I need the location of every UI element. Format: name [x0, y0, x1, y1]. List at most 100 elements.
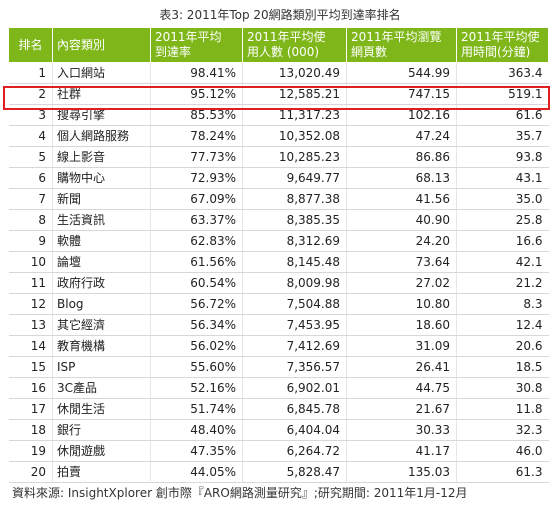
pageviews-cell: 47.24 [346, 125, 457, 147]
table-row: 19 休閒遊戲 47.35% 6,264.72 41.17 46.0 [8, 440, 549, 462]
users-cell: 7,356.57 [242, 356, 347, 378]
category-cell: 新聞 [52, 188, 151, 210]
category-cell: 線上影音 [52, 146, 151, 168]
header-category: 內容類別 [52, 27, 151, 63]
minutes-cell: 11.8 [456, 398, 549, 420]
reach-cell: 85.53% [150, 104, 243, 126]
pageviews-cell: 31.09 [346, 335, 457, 357]
table-row: 15 ISP 55.60% 7,356.57 26.41 18.5 [8, 356, 549, 378]
users-cell: 8,877.38 [242, 188, 347, 210]
header-users-line2: 用人數 (000) [247, 45, 320, 59]
pageviews-cell: 86.86 [346, 146, 457, 168]
table-row: 14 教育機構 56.02% 7,412.69 31.09 20.6 [8, 335, 549, 357]
reach-cell: 60.54% [150, 272, 243, 294]
users-cell: 6,404.04 [242, 419, 347, 441]
reach-cell: 56.02% [150, 335, 243, 357]
minutes-cell: 21.2 [456, 272, 549, 294]
users-cell: 10,285.23 [242, 146, 347, 168]
rank-cell: 3 [8, 104, 53, 126]
reach-cell: 95.12% [150, 83, 243, 105]
minutes-cell: 32.3 [456, 419, 549, 441]
reach-cell: 62.83% [150, 230, 243, 252]
category-cell: 生活資訊 [52, 209, 151, 231]
rank-cell: 2 [8, 83, 53, 105]
header-minutes: 2011年平均使 用時間(分鐘) [456, 27, 549, 63]
pageviews-cell: 18.60 [346, 314, 457, 336]
table-row: 18 銀行 48.40% 6,404.04 30.33 32.3 [8, 419, 549, 441]
reach-cell: 44.05% [150, 461, 243, 483]
reach-cell: 47.35% [150, 440, 243, 462]
table-row: 13 其它經濟 56.34% 7,453.95 18.60 12.4 [8, 314, 549, 336]
reach-cell: 98.41% [150, 62, 243, 84]
users-cell: 5,828.47 [242, 461, 347, 483]
pageviews-cell: 41.56 [346, 188, 457, 210]
minutes-cell: 25.8 [456, 209, 549, 231]
reach-cell: 72.93% [150, 167, 243, 189]
reach-cell: 61.56% [150, 251, 243, 273]
rank-cell: 7 [8, 188, 53, 210]
table-row: 16 3C產品 52.16% 6,902.01 44.75 30.8 [8, 377, 549, 399]
users-cell: 8,009.98 [242, 272, 347, 294]
minutes-cell: 61.3 [456, 461, 549, 483]
header-minutes-line1: 2011年平均使 [461, 30, 540, 44]
header-users: 2011年平均使 用人數 (000) [242, 27, 347, 63]
header-reach: 2011年平均 到達率 [150, 27, 243, 63]
users-cell: 6,902.01 [242, 377, 347, 399]
minutes-cell: 46.0 [456, 440, 549, 462]
category-cell: 休閒遊戲 [52, 440, 151, 462]
reach-cell: 51.74% [150, 398, 243, 420]
category-cell: ISP [52, 356, 151, 378]
header-pageviews-line2: 網頁數 [351, 45, 388, 59]
users-cell: 6,264.72 [242, 440, 347, 462]
minutes-cell: 519.1 [456, 83, 549, 105]
rank-cell: 18 [8, 419, 53, 441]
rank-cell: 16 [8, 377, 53, 399]
users-cell: 6,845.78 [242, 398, 347, 420]
table-row: 1 入口網站 98.41% 13,020.49 544.99 363.4 [8, 62, 549, 84]
table-row: 11 政府行政 60.54% 8,009.98 27.02 21.2 [8, 272, 549, 294]
table-row: 8 生活資訊 63.37% 8,385.35 40.90 25.8 [8, 209, 549, 231]
rank-cell: 13 [8, 314, 53, 336]
rank-cell: 5 [8, 146, 53, 168]
header-pageviews: 2011年平均瀏覽 網頁數 [346, 27, 457, 63]
category-cell: 搜尋引擎 [52, 104, 151, 126]
table-row: 5 線上影音 77.73% 10,285.23 86.86 93.8 [8, 146, 549, 168]
category-cell: 論壇 [52, 251, 151, 273]
minutes-cell: 20.6 [456, 335, 549, 357]
header-pageviews-line1: 2011年平均瀏覽 [351, 30, 442, 44]
table-row: 20 拍賣 44.05% 5,828.47 135.03 61.3 [8, 461, 549, 483]
pageviews-cell: 135.03 [346, 461, 457, 483]
reach-cell: 78.24% [150, 125, 243, 147]
rank-cell: 4 [8, 125, 53, 147]
table-row: 9 軟體 62.83% 8,312.69 24.20 16.6 [8, 230, 549, 252]
category-cell: 政府行政 [52, 272, 151, 294]
minutes-cell: 35.0 [456, 188, 549, 210]
category-cell: 入口網站 [52, 62, 151, 84]
users-cell: 7,453.95 [242, 314, 347, 336]
pageviews-cell: 30.33 [346, 419, 457, 441]
reach-cell: 67.09% [150, 188, 243, 210]
table-title: 表3: 2011年Top 20網路類別平均到達率排名 [159, 8, 401, 22]
pageviews-cell: 10.80 [346, 293, 457, 315]
table-row: 17 休閒生活 51.74% 6,845.78 21.67 11.8 [8, 398, 549, 420]
minutes-cell: 61.6 [456, 104, 549, 126]
pageviews-cell: 102.16 [346, 104, 457, 126]
table-row: 6 購物中心 72.93% 9,649.77 68.13 43.1 [8, 167, 549, 189]
minutes-cell: 18.5 [456, 356, 549, 378]
category-cell: 購物中心 [52, 167, 151, 189]
users-cell: 13,020.49 [242, 62, 347, 84]
category-cell: 3C產品 [52, 377, 151, 399]
table-header-row: 排名 內容類別 2011年平均 到達率 2011年平均使 用人數 (000) 2… [8, 27, 549, 63]
pageviews-cell: 68.13 [346, 167, 457, 189]
category-cell: 其它經濟 [52, 314, 151, 336]
minutes-cell: 12.4 [456, 314, 549, 336]
header-minutes-line2: 用時間(分鐘) [461, 45, 531, 59]
table-row: 2 社群 95.12% 12,585.21 747.15 519.1 [8, 83, 549, 105]
users-cell: 7,412.69 [242, 335, 347, 357]
category-cell: 銀行 [52, 419, 151, 441]
users-cell: 8,312.69 [242, 230, 347, 252]
category-cell: 個人網路服務 [52, 125, 151, 147]
rank-cell: 8 [8, 209, 53, 231]
category-cell: 軟體 [52, 230, 151, 252]
minutes-cell: 35.7 [456, 125, 549, 147]
